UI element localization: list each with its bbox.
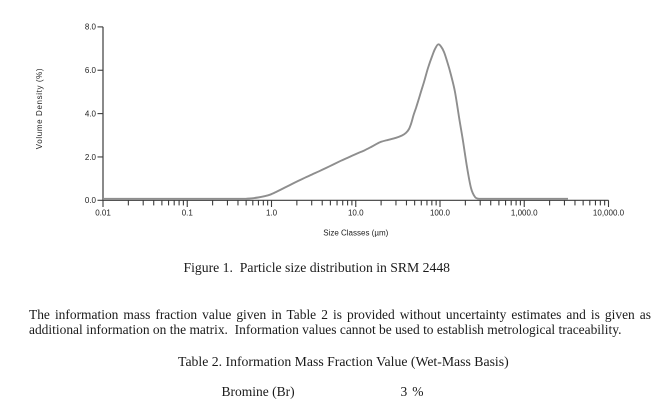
svg-text:1,000.0: 1,000.0 [511,209,538,218]
svg-text:0.1: 0.1 [182,209,194,218]
svg-text:8.0: 8.0 [85,23,97,32]
svg-text:10,000.0: 10,000.0 [593,209,625,218]
svg-text:0.0: 0.0 [85,196,97,205]
svg-text:6.0: 6.0 [85,66,97,75]
svg-text:10.0: 10.0 [348,209,364,218]
svg-text:100.0: 100.0 [430,209,451,218]
svg-text:4.0: 4.0 [85,109,97,118]
svg-text:1.0: 1.0 [266,209,278,218]
svg-text:0.01: 0.01 [95,209,111,218]
svg-text:2.0: 2.0 [85,153,97,162]
svg-text:Size Classes (µm): Size Classes (µm) [323,229,388,238]
svg-text:Volume Density (%): Volume Density (%) [35,68,44,149]
